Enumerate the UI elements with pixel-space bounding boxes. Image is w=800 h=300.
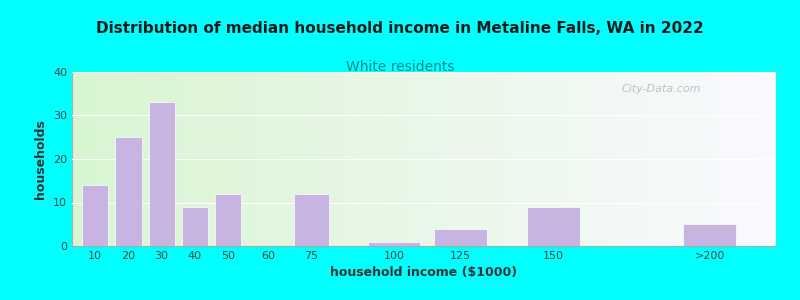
Bar <box>683 224 736 246</box>
Bar <box>527 207 580 246</box>
Text: City-Data.com: City-Data.com <box>621 84 701 94</box>
Text: White residents: White residents <box>346 60 454 74</box>
Bar <box>368 242 421 246</box>
Bar <box>294 194 329 246</box>
Bar <box>149 102 175 246</box>
X-axis label: household income ($1000): household income ($1000) <box>330 266 518 279</box>
Bar <box>82 185 108 246</box>
Bar <box>115 137 142 246</box>
Bar <box>434 229 487 246</box>
Y-axis label: households: households <box>34 119 47 199</box>
Bar <box>182 207 208 246</box>
Text: Distribution of median household income in Metaline Falls, WA in 2022: Distribution of median household income … <box>96 21 704 36</box>
Bar <box>215 194 242 246</box>
